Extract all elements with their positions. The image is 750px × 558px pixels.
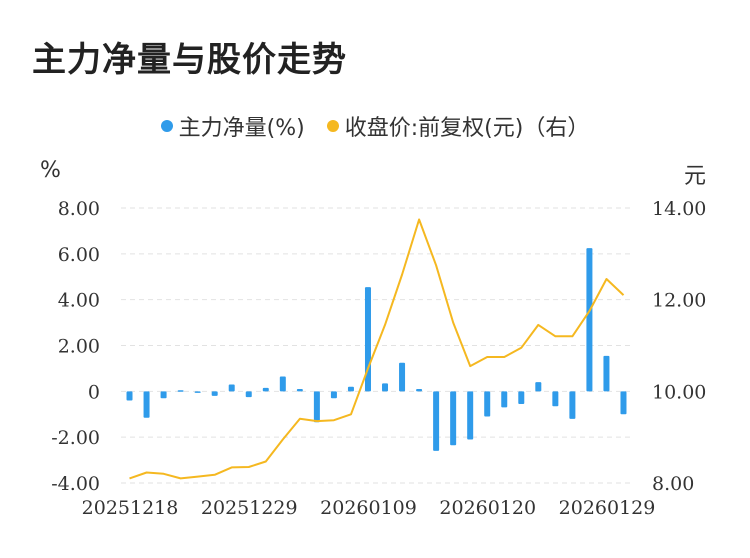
bar [143,391,150,418]
left-tick-label: 8.00 [58,198,100,220]
bar [467,391,474,440]
x-tick-label: 20251218 [82,497,179,519]
bar [262,387,269,392]
bar [603,355,610,392]
bar [228,384,235,392]
bar [126,391,133,401]
right-tick-label: 8.00 [652,473,694,495]
legend: 主力净量(%) 收盘价:前复权(元)（右） [0,110,750,142]
bar [330,391,337,399]
right-tick-label: 14.00 [652,198,706,220]
bar [347,386,354,392]
bar [518,391,525,404]
bar [433,391,440,451]
bar [569,391,576,419]
legend-bar-label: 主力净量(%) [178,116,305,141]
bar [399,362,406,392]
left-tick-label: -2.00 [51,427,100,449]
left-tick-label: 0 [88,381,100,403]
bar [160,391,167,399]
x-tick-label: 20260129 [559,497,656,519]
right-tick-label: 10.00 [652,381,706,403]
legend-bar-marker-icon [160,120,173,132]
left-tick-label: 2.00 [58,336,100,358]
bar [552,391,559,407]
x-tick-label: 20260109 [320,497,417,519]
left-tick-label: 6.00 [58,244,100,266]
bar [313,391,320,423]
bar [245,391,252,398]
bar [279,376,286,392]
bar [501,391,508,408]
bar [416,389,423,392]
left-axis-unit: % [40,158,61,183]
legend-line-label: 收盘价:前复权(元)（右） [344,116,590,141]
bar [382,383,389,392]
legend-line-marker-icon [326,120,339,132]
left-tick-label: -4.00 [51,473,100,495]
legend-item-line[interactable]: 收盘价:前复权(元)（右） [326,110,590,142]
bar [535,382,542,392]
left-tick-label: 4.00 [58,290,100,312]
legend-item-bar[interactable]: 主力净量(%) [160,110,305,142]
right-tick-label: 12.00 [652,290,706,312]
chart-title: 主力净量与股价走势 [32,40,347,80]
bar [194,391,201,393]
x-tick-label: 20251229 [201,497,298,519]
bar [450,391,457,446]
bar [177,390,184,392]
right-axis-unit: 元 [684,164,707,189]
price-line [129,218,625,480]
bar [620,391,627,415]
bar [586,248,593,392]
bar [296,389,303,392]
x-tick-label: 20260120 [439,497,536,519]
bar [211,391,218,396]
bar [484,391,491,417]
